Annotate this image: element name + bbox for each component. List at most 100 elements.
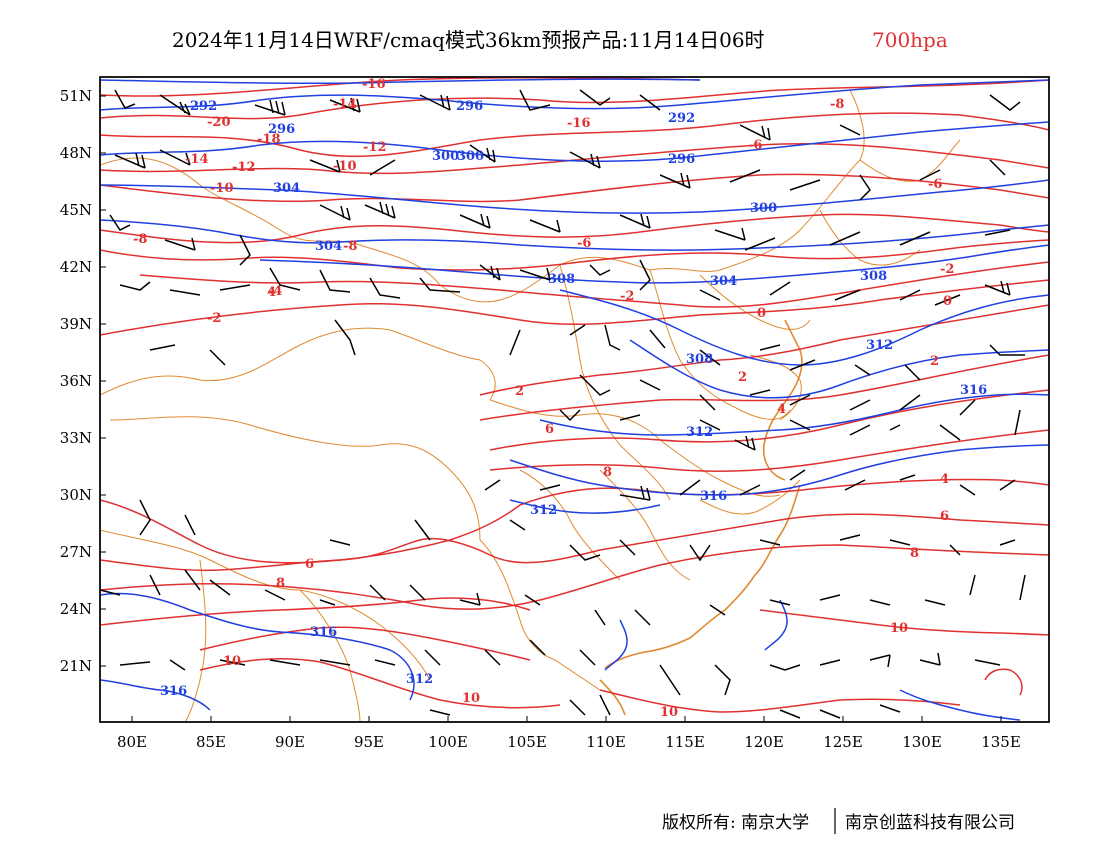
lat-tick-labels: 51N 48N 45N 42N 39N 36N 33N 30N 27N 24N … bbox=[60, 87, 92, 675]
gph-label: 304 bbox=[315, 239, 342, 254]
boundary-lines bbox=[100, 89, 961, 722]
temp-label: 10 bbox=[660, 705, 678, 720]
temp-label: 6 bbox=[305, 557, 314, 572]
lon-tick-label: 90E bbox=[275, 733, 305, 751]
temp-label: -8 bbox=[830, 97, 844, 112]
lon-tick-label: 80E bbox=[117, 733, 147, 751]
temp-label: 2 bbox=[515, 384, 524, 399]
temp-label: -12 bbox=[232, 160, 256, 175]
temp-label: -6 bbox=[748, 138, 762, 153]
wind-barbs bbox=[100, 89, 1026, 719]
gph-label: 312 bbox=[406, 672, 433, 687]
temperature-labels: -16 -20 -18 -14 -12 -10 -8 -6 -4 -2 0 2 … bbox=[133, 77, 954, 720]
gph-label: 296 bbox=[456, 99, 483, 114]
lat-tick-label: 42N bbox=[60, 258, 92, 276]
temp-label: 8 bbox=[276, 576, 285, 591]
lat-tick-label: 48N bbox=[60, 144, 92, 162]
footer: 版权所有: 南京大学 南京创蓝科技有限公司 bbox=[662, 808, 1015, 834]
temp-label: -8 bbox=[343, 239, 357, 254]
plot-frame bbox=[99, 76, 1050, 723]
temp-label: -12 bbox=[363, 140, 387, 155]
lat-tick-label: 30N bbox=[60, 486, 92, 504]
temp-label: -2 bbox=[207, 311, 221, 326]
geopotential-labels: 292 296 300 304 308 312 316 292 296 300 … bbox=[160, 99, 987, 699]
temp-label: -10 bbox=[333, 159, 357, 174]
temp-label: -16 bbox=[362, 77, 386, 92]
gph-label: 300 bbox=[457, 149, 484, 164]
plot-area bbox=[99, 76, 1050, 723]
gph-label: 316 bbox=[310, 625, 337, 640]
lat-ticks bbox=[100, 95, 106, 667]
gph-label: 304 bbox=[273, 181, 300, 196]
map-title: 2024年11月14日WRF/cmaq模式36km预报产品:11月14日06时 bbox=[172, 28, 765, 52]
copyright-text: 版权所有: 南京大学 bbox=[662, 813, 809, 833]
temp-label: 0 bbox=[943, 294, 952, 309]
lon-ticks bbox=[131, 716, 1002, 722]
temp-label: 0 bbox=[757, 306, 766, 321]
lon-tick-label: 85E bbox=[196, 733, 226, 751]
temp-label: 8 bbox=[910, 546, 919, 561]
lon-tick-label: 125E bbox=[823, 733, 863, 751]
temp-label: 2 bbox=[930, 354, 939, 369]
temp-label: -6 bbox=[577, 236, 591, 251]
level-label: 700hpa bbox=[872, 28, 948, 52]
gph-label: 292 bbox=[190, 99, 217, 114]
temp-label: 10 bbox=[462, 691, 480, 706]
lat-tick-label: 33N bbox=[60, 429, 92, 447]
lon-tick-label: 135E bbox=[981, 733, 1021, 751]
temperature-contours bbox=[100, 77, 1049, 713]
lat-tick-label: 39N bbox=[60, 315, 92, 333]
lat-tick-label: 36N bbox=[60, 372, 92, 390]
temp-label: 4 bbox=[267, 285, 276, 300]
temp-label: 6 bbox=[940, 509, 949, 524]
temp-label: 4 bbox=[777, 402, 786, 417]
lon-tick-label: 100E bbox=[428, 733, 468, 751]
temp-label: -14 bbox=[185, 152, 209, 167]
gph-label: 316 bbox=[960, 383, 987, 398]
lon-tick-label: 110E bbox=[586, 733, 626, 751]
temp-label: -14 bbox=[333, 97, 357, 112]
geopotential-contours bbox=[100, 78, 1049, 721]
temp-label: 10 bbox=[890, 621, 908, 636]
lat-tick-label: 21N bbox=[60, 657, 92, 675]
gph-label: 316 bbox=[700, 489, 727, 504]
gph-label: 316 bbox=[160, 684, 187, 699]
temp-label: 8 bbox=[603, 465, 612, 480]
lon-tick-label: 130E bbox=[902, 733, 942, 751]
temp-label: -6 bbox=[928, 177, 942, 192]
gph-label: 308 bbox=[686, 352, 713, 367]
lon-tick-label: 115E bbox=[665, 733, 705, 751]
temp-label: -18 bbox=[257, 132, 281, 147]
gph-label: 300 bbox=[750, 201, 777, 216]
temp-label: 10 bbox=[223, 654, 241, 669]
gph-label: 296 bbox=[268, 122, 295, 137]
temp-label: 2 bbox=[738, 370, 747, 385]
company-text: 南京创蓝科技有限公司 bbox=[845, 813, 1015, 833]
temp-label: -4 bbox=[268, 284, 282, 299]
lat-tick-label: 27N bbox=[60, 543, 92, 561]
gph-label: 312 bbox=[530, 503, 557, 518]
temp-label: -8 bbox=[133, 232, 147, 247]
temp-label: -16 bbox=[567, 116, 591, 131]
temp-label: -10 bbox=[210, 181, 234, 196]
coastline bbox=[599, 319, 803, 716]
lon-tick-labels: 80E 85E 90E 95E 100E 105E 110E 115E 120E… bbox=[117, 733, 1021, 751]
gph-label: 312 bbox=[686, 425, 713, 440]
lon-tick-label: 105E bbox=[507, 733, 547, 751]
lat-tick-label: 51N bbox=[60, 87, 92, 105]
gph-label: 304 bbox=[710, 274, 737, 289]
gph-label: 300 bbox=[432, 149, 459, 164]
gph-label: 312 bbox=[866, 338, 893, 353]
lon-tick-label: 120E bbox=[744, 733, 784, 751]
temp-label: 6 bbox=[545, 422, 554, 437]
temp-label: -20 bbox=[207, 115, 231, 130]
gph-label: 296 bbox=[668, 152, 695, 167]
gph-label: 308 bbox=[860, 269, 887, 284]
gph-label: 308 bbox=[548, 272, 575, 287]
temp-label: -2 bbox=[620, 289, 634, 304]
plot-border bbox=[99, 76, 1050, 723]
lat-tick-label: 45N bbox=[60, 201, 92, 219]
lon-tick-label: 95E bbox=[354, 733, 384, 751]
temp-label: -2 bbox=[940, 262, 954, 277]
